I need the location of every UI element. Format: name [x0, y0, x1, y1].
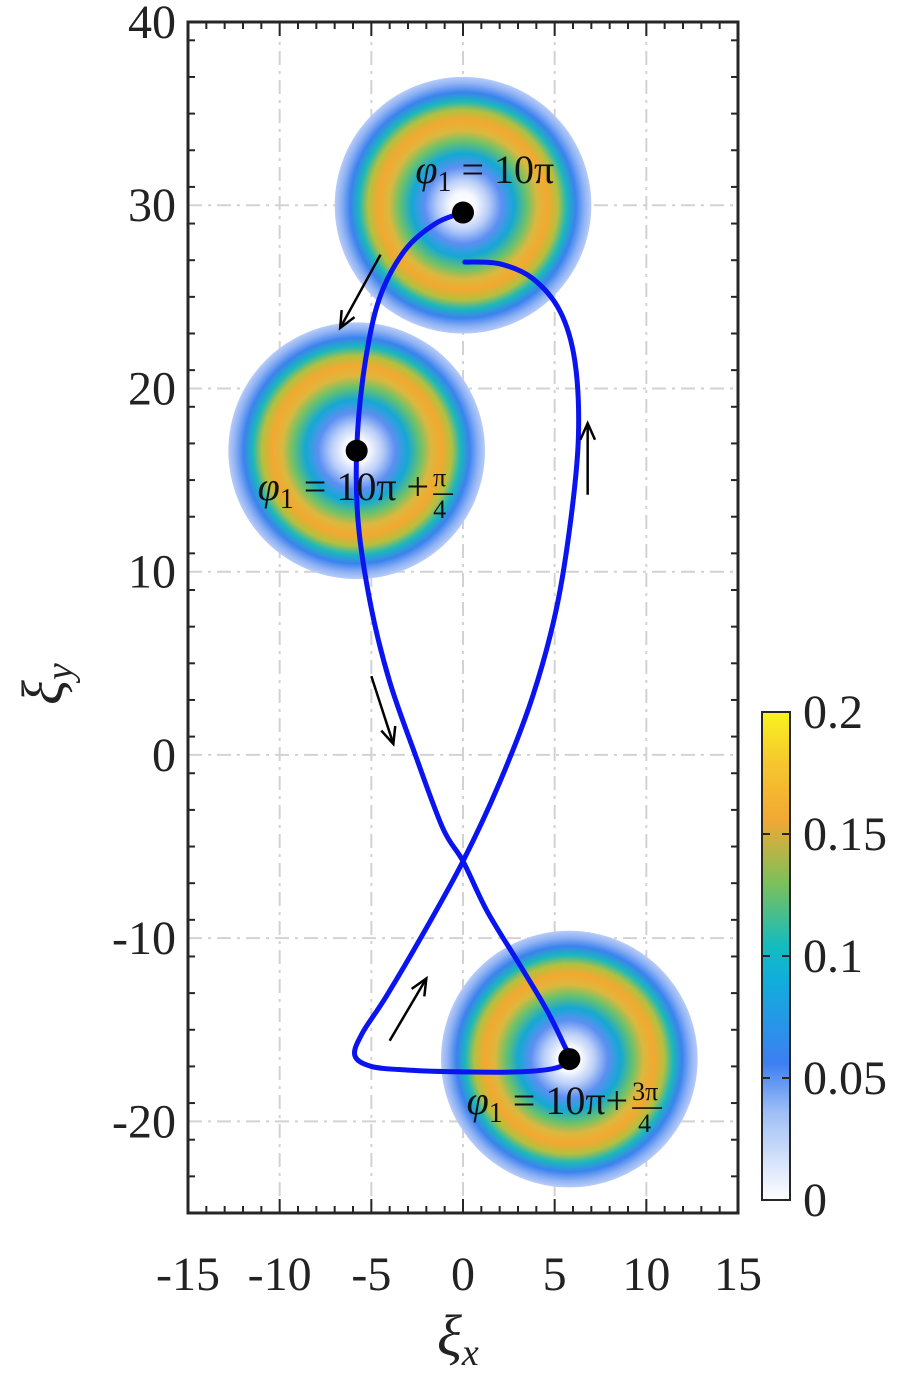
- phase-annotation-text-2: φ1 = 10π+: [467, 1078, 628, 1129]
- phase-annotation-1: φ1 = 10π + π 4: [258, 463, 454, 524]
- direction-arrow-2: [370, 675, 397, 747]
- x-tick-label: -15: [156, 1248, 220, 1301]
- phase-annotations: φ1 = 10π φ1 = 10π + π 4 φ1 = 10π+ 3π 4: [258, 147, 663, 1138]
- x-tick-label: -10: [248, 1248, 312, 1301]
- direction-arrow-1: [579, 420, 597, 495]
- colorbar-tick-label: 0: [803, 1174, 827, 1227]
- phase-annotation-frac-den-2: 4: [638, 1109, 651, 1138]
- direction-arrow-0: [338, 254, 382, 331]
- phase-annotation-frac-den-1: 4: [433, 495, 446, 524]
- y-tick-label: 0: [152, 729, 176, 782]
- y-axis-label: ξy: [10, 663, 81, 705]
- y-tick-label: 30: [128, 179, 176, 232]
- direction-arrows: [338, 254, 597, 1042]
- y-tick-label: 20: [128, 362, 176, 415]
- phase-annotation-2: φ1 = 10π+ 3π 4: [467, 1077, 663, 1138]
- y-tick-label: 10: [128, 546, 176, 599]
- x-tick-label: 10: [622, 1248, 670, 1301]
- colorbar: 0 0.05 0.1 0.15 0.2: [761, 686, 887, 1227]
- colorbar-tick-label: 0.2: [803, 686, 863, 739]
- phase-annotation-frac-num-1: π: [433, 463, 446, 492]
- y-tick-label: -10: [112, 912, 176, 965]
- axes: -15 -10 -5 0 5 10 15 -20 -10 0 10 20 30 40: [112, 0, 762, 1301]
- trajectory-line: [351, 210, 582, 1075]
- phase-annotation-text-0: φ1 = 10π: [415, 147, 554, 198]
- position-marker-1: [345, 439, 368, 462]
- position-marker-2: [558, 1048, 581, 1071]
- y-tick-label: 40: [128, 0, 176, 49]
- trajectory: [351, 210, 582, 1075]
- direction-arrow-3: [388, 975, 428, 1042]
- x-tick-label: 5: [543, 1248, 567, 1301]
- colorbar-tick-label: 0.15: [803, 808, 887, 861]
- x-tick-label: -5: [351, 1248, 391, 1301]
- position-markers: [345, 201, 581, 1071]
- axis-labels: ξx ξy: [10, 663, 479, 1373]
- y-tick-label: -20: [112, 1095, 176, 1148]
- position-marker-0: [452, 201, 474, 224]
- x-axis-label: ξx: [437, 1303, 479, 1373]
- colorbar-tick-label: 0.05: [803, 1052, 887, 1105]
- x-tick-label: 0: [451, 1248, 475, 1301]
- phase-annotation-text-1: φ1 = 10π +: [258, 464, 429, 515]
- phase-annotation-frac-num-2: 3π: [632, 1077, 658, 1106]
- colorbar-tick-label: 0.1: [803, 930, 863, 983]
- phase-annotation-0: φ1 = 10π: [415, 147, 554, 198]
- x-tick-label: 15: [714, 1248, 762, 1301]
